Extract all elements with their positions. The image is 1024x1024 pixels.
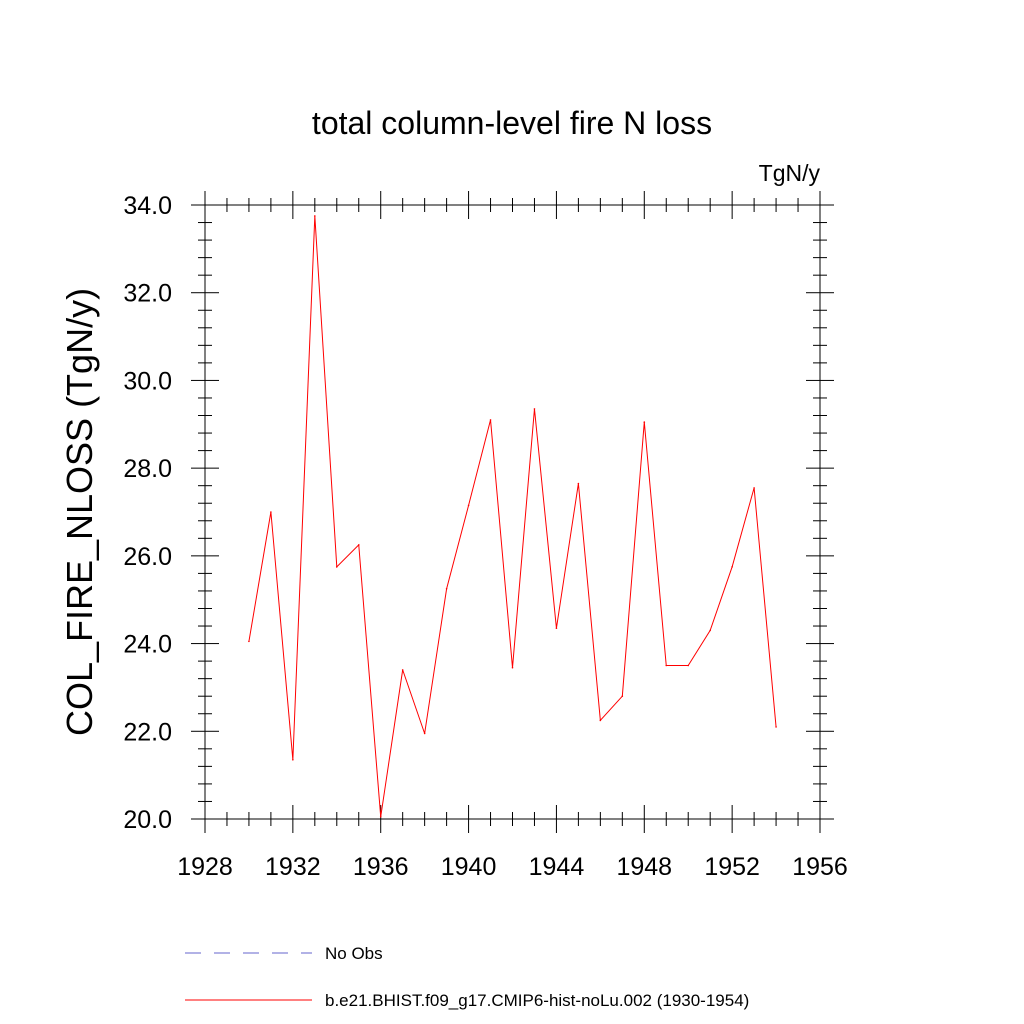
data-point [292,758,294,761]
x-tick-label: 1952 [704,853,760,881]
y-axis-label: COL_FIRE_NLOSS (TgN/y) [59,288,100,736]
units-label: TgN/y [759,160,821,186]
x-tick-label: 1956 [792,853,848,881]
data-point [555,627,558,630]
x-tick-label: 1940 [441,853,497,881]
data-point [379,816,382,818]
y-tick-label: 30.0 [123,367,172,395]
x-tick-label: 1948 [616,853,672,881]
chart-title: total column-level fire N loss [312,105,712,141]
legend: No Obs b.e21.BHIST.f09_g17.CMIP6-hist-noL… [185,944,749,1010]
data-point [423,732,426,735]
y-tick-label: 28.0 [123,455,172,483]
x-tick-label: 1944 [529,853,585,881]
data-point [511,666,514,669]
data-point [621,695,624,697]
data-point [467,504,470,507]
plot-frame [204,204,821,820]
data-point [643,421,646,423]
data-point [248,640,250,643]
data-point [731,566,733,568]
data-point [533,408,536,410]
data-point [665,664,668,667]
y-tick-label: 32.0 [123,280,172,308]
data-point [357,544,360,546]
data-point [270,511,272,513]
x-axis: 1928 1932 1936 1940 1944 1948 1952 1956 [177,191,848,881]
series-line-0 [248,215,777,817]
y-tick-label: 24.0 [123,631,172,659]
data-point [599,719,602,722]
y-tick-label: 34.0 [123,192,172,220]
x-tick-label: 1928 [177,853,233,881]
y-tick-label: 22.0 [123,718,172,746]
data-point [489,419,492,421]
y-tick-label: 26.0 [123,543,172,571]
data-point [445,587,448,590]
data-point [401,669,404,671]
y-axis: 20.0 22.0 24.0 26.0 28.0 30.0 32.0 34.0 [123,192,834,834]
data-point [687,664,690,667]
legend-label: b.e21.BHIST.f09_g17.CMIP6-hist-noLu.002 … [325,991,749,1010]
data-point [577,482,580,485]
x-tick-label: 1936 [353,853,409,881]
data-point [709,629,711,632]
data-point [753,487,755,489]
x-tick-label: 1932 [265,853,321,881]
data-point [314,215,316,217]
series-layer [248,215,777,818]
data-point [335,566,338,568]
data-point [775,726,777,728]
y-tick-label: 20.0 [123,806,172,834]
legend-label: No Obs [325,944,383,963]
